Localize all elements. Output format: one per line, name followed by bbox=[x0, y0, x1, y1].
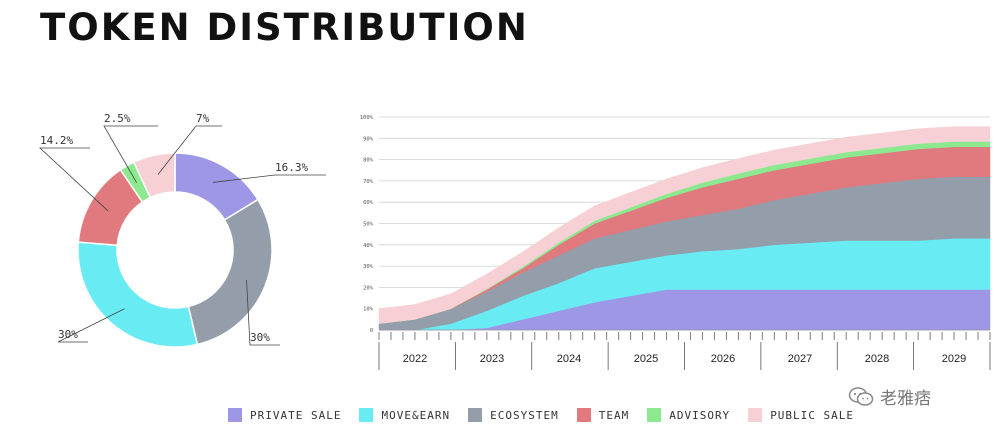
y-tick-label: 20% bbox=[363, 285, 374, 291]
donut-label-public-sale: 7% bbox=[196, 112, 210, 125]
donut-slice-move-earn bbox=[77, 241, 199, 348]
page-title: TOKEN DISTRIBUTION bbox=[40, 6, 529, 49]
donut-leader-private-sale bbox=[212, 174, 326, 183]
chart-legend: PRIVATE SALE MOVE&EARN ECOSYSTEM TEAM AD… bbox=[228, 408, 854, 422]
x-year-label: 2022 bbox=[403, 353, 427, 365]
legend-label-team: TEAM bbox=[598, 408, 630, 422]
donut-label-team: 14.2% bbox=[40, 134, 73, 147]
x-year-label: 2027 bbox=[788, 353, 812, 365]
donut-leader-ecosystem bbox=[246, 279, 280, 346]
donut-label-move-earn: 30% bbox=[58, 328, 78, 341]
y-tick-label: 40% bbox=[363, 243, 374, 249]
y-tick-label: 70% bbox=[363, 179, 374, 185]
y-tick-label: 10% bbox=[363, 307, 374, 313]
legend-label-ecosystem: ECOSYSTEM bbox=[490, 408, 559, 422]
donut-leader-team bbox=[38, 147, 109, 212]
y-tick-label: 80% bbox=[363, 158, 374, 164]
legend-item-team: TEAM bbox=[576, 408, 630, 422]
wechat-icon bbox=[848, 386, 874, 406]
y-tick-label: 60% bbox=[363, 200, 374, 206]
donut-slice-ecosystem bbox=[187, 198, 273, 346]
donut-label-advisory: 2.5% bbox=[104, 112, 131, 125]
legend-swatch-move-earn bbox=[359, 408, 374, 422]
y-tick-label: 50% bbox=[363, 222, 374, 228]
donut-label-private-sale: 16.3% bbox=[275, 161, 308, 174]
y-tick-label: 30% bbox=[363, 264, 374, 270]
x-year-label: 2025 bbox=[634, 353, 658, 365]
legend-item-move-earn: MOVE&EARN bbox=[359, 408, 450, 422]
legend-swatch-ecosystem bbox=[468, 408, 483, 422]
donut-leader-move-earn bbox=[57, 308, 125, 343]
x-year-label: 2028 bbox=[865, 353, 889, 365]
legend-swatch-team bbox=[576, 408, 591, 422]
legend-label-move-earn: MOVE&EARN bbox=[381, 408, 451, 422]
donut-leader-advisory bbox=[103, 125, 158, 183]
y-tick-label: 0 bbox=[370, 328, 373, 334]
donut-label-ecosystem: 30% bbox=[250, 331, 270, 344]
legend-swatch-public-sale bbox=[748, 408, 763, 422]
legend-swatch-private-sale bbox=[228, 408, 242, 422]
legend-item-private-sale: PRIVATE SALE bbox=[228, 408, 341, 422]
x-year-label: 2029 bbox=[942, 353, 966, 365]
x-year-label: 2023 bbox=[480, 353, 504, 365]
legend-label-public-sale: PUBLIC SALE bbox=[770, 408, 855, 422]
vesting-area-chart: 0 10% 20% 30% 40% 50% 60% 70% 80% 90% 100% 2022 2023… bbox=[360, 115, 991, 370]
legend-item-ecosystem: ECOSYSTEM bbox=[468, 408, 559, 422]
y-tick-label: 90% bbox=[363, 136, 374, 142]
donut-slice-public-sale bbox=[132, 152, 176, 199]
y-tick-label: 100% bbox=[360, 115, 374, 121]
legend-label-private-sale: PRIVATE SALE bbox=[250, 408, 342, 422]
legend-item-advisory: ADVISORY bbox=[647, 408, 730, 422]
donut-leader-public-sale bbox=[157, 125, 222, 175]
donut-chart: 16.3% 30% 30% 14.2% 2.5% 7% bbox=[38, 112, 326, 348]
legend-swatch-advisory bbox=[647, 408, 662, 422]
legend-item-public-sale: PUBLIC SALE bbox=[748, 408, 854, 422]
legend-label-advisory: ADVISORY bbox=[669, 408, 731, 422]
x-year-label: 2024 bbox=[557, 353, 581, 365]
x-year-label: 2026 bbox=[711, 353, 735, 365]
area-series-public-sale bbox=[378, 126, 991, 324]
watermark: 老雅痞 bbox=[848, 384, 931, 409]
watermark-text: 老雅痞 bbox=[880, 389, 931, 409]
